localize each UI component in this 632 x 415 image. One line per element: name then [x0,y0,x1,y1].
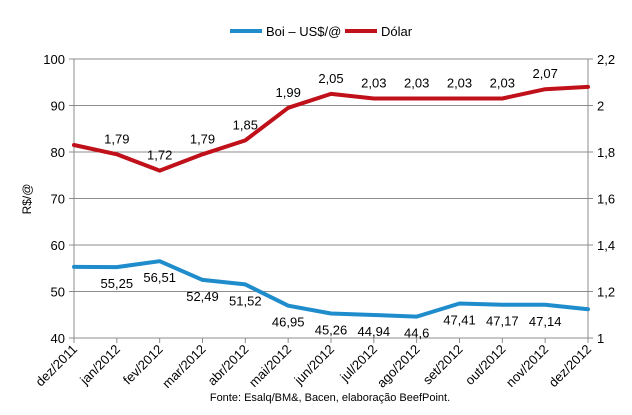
legend: Boi – US$/@ Dólar [230,24,413,39]
x-tick-label: jun/2012 [291,342,338,389]
x-tick-label: dez/2012 [546,342,594,390]
data-label: 1,99 [276,85,301,100]
left-tick-label: 90 [51,99,65,114]
x-tick-label: set/2012 [420,342,466,388]
data-label: 47,17 [486,314,519,329]
data-label: 51,52 [229,293,262,308]
left-axis-ticks: 40 50 60 70 80 90 100 [43,52,74,346]
data-label: 2,03 [490,76,515,91]
left-tick-label: 40 [51,331,65,346]
left-tick-label: 70 [51,192,65,207]
data-label: 47,14 [529,314,562,329]
left-tick-label: 60 [51,238,65,253]
data-label: 2,03 [361,76,386,91]
data-labels: 55,25 56,51 52,49 51,52 46,95 45,26 44,94 44,6 4… [101,66,562,340]
y-axis-label-left: R$/@ [20,184,34,215]
data-label: 56,51 [143,270,176,285]
left-tick-label: 100 [43,52,65,67]
x-axis-ticks: dez/2011jan/2012fev/2012mar/2012abr/2012… [32,338,594,391]
series-line-1 [72,259,590,319]
data-label: 1,79 [104,131,129,146]
x-tick-label: mar/2012 [159,342,208,391]
data-label: 44,6 [404,326,429,341]
data-label: 1,85 [233,117,258,132]
series-line-2 [72,84,590,173]
series-lines [72,84,590,319]
data-label: 2,05 [318,71,343,86]
right-tick-label: 2 [597,99,604,114]
x-tick-label: dez/2011 [32,342,80,390]
x-tick-label: abr/2012 [205,342,252,389]
legend-label: Dólar [381,24,413,39]
x-tick-label: nov/2012 [503,342,551,390]
right-tick-label: 1,4 [597,238,615,253]
legend-label: Boi – US$/@ [266,24,341,39]
x-tick-label: out/2012 [462,342,508,388]
x-tick-label: jan/2012 [76,342,123,389]
x-tick-label: jul/2012 [336,342,380,386]
data-label: 52,49 [186,289,219,304]
data-label: 1,72 [147,148,172,163]
left-tick-label: 50 [51,285,65,300]
x-tick-label: ago/2012 [374,342,423,391]
data-label: 47,41 [443,313,476,328]
source-note: Fonte: Esalq/BM&, Bacen, elaboração Beef… [210,392,450,404]
data-label: 45,26 [315,323,348,338]
x-tick-label: mai/2012 [246,342,294,390]
data-label: 2,03 [404,76,429,91]
data-label: 44,94 [358,324,391,339]
data-label: 55,25 [101,276,134,291]
data-label: 1,79 [190,131,215,146]
right-tick-label: 1,2 [597,285,615,300]
data-label: 46,95 [272,315,305,330]
right-tick-label: 1,6 [597,192,615,207]
right-tick-label: 1 [597,331,604,346]
right-tick-label: 1,8 [597,145,615,160]
left-tick-label: 80 [51,145,65,160]
right-axis-ticks: 1 1,2 1,4 1,6 1,8 2 2,2 [588,52,615,346]
data-label: 2,07 [533,66,558,81]
right-tick-label: 2,2 [597,52,615,67]
gridlines [74,58,588,339]
data-label: 2,03 [447,76,472,91]
